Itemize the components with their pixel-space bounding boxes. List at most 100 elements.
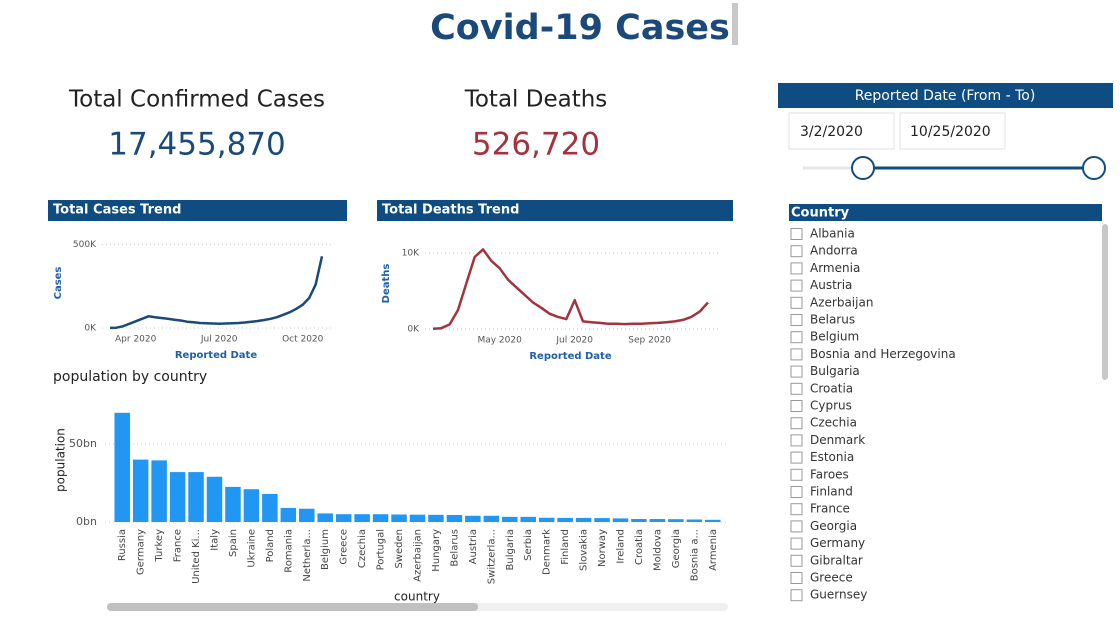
country-item[interactable]: Andorra: [810, 244, 858, 258]
country-item[interactable]: Germany: [810, 536, 865, 550]
bar: [668, 519, 684, 522]
country-item[interactable]: Finland: [810, 485, 853, 499]
bar: [169, 472, 186, 522]
bar: [354, 514, 370, 522]
bar: [206, 476, 223, 522]
slider-handle[interactable]: [1082, 156, 1106, 180]
date-to[interactable]: 10/25/2020: [910, 124, 991, 140]
bar: [280, 507, 297, 522]
checkbox[interactable]: [790, 382, 803, 395]
y-tick-label: 0K: [84, 324, 97, 334]
country-item[interactable]: Armenia: [810, 261, 860, 275]
checkbox[interactable]: [790, 434, 803, 447]
bar: [335, 514, 352, 522]
x-tick-label: Jul 2020: [555, 336, 593, 346]
checkbox[interactable]: [790, 554, 803, 567]
slicer-header: [778, 83, 1113, 108]
x-tick-label: Oct 2020: [282, 335, 324, 345]
scrollbar[interactable]: [1102, 224, 1108, 380]
bar: [243, 489, 260, 522]
x-tick-label: Denmark: [542, 529, 553, 575]
x-tick-label: Belgium: [320, 529, 331, 570]
country-item[interactable]: Cyprus: [810, 399, 852, 413]
date-input[interactable]: [788, 112, 895, 150]
chart-header: [48, 200, 347, 221]
y-tick-label: 0K: [407, 325, 420, 335]
checkbox[interactable]: [790, 262, 803, 275]
chart-title: Total Cases Trend: [53, 203, 181, 218]
bar: [612, 518, 629, 522]
bar: [372, 514, 389, 522]
checkbox[interactable]: [790, 572, 803, 584]
country-item[interactable]: Estonia: [810, 450, 854, 464]
bar: [132, 459, 149, 522]
checkbox[interactable]: [790, 417, 803, 430]
x-tick-label: Ukraine: [246, 529, 257, 568]
x-tick-label: Turkey: [154, 529, 165, 563]
x-tick-label: Spain: [228, 529, 239, 557]
chart-header: [377, 200, 733, 221]
date-from[interactable]: 3/2/2020: [800, 124, 863, 140]
country-item[interactable]: Denmark: [810, 433, 865, 447]
country-item[interactable]: Azerbaijan: [810, 295, 873, 309]
bar: [686, 519, 703, 522]
country-item[interactable]: Georgia: [810, 519, 857, 533]
checkbox[interactable]: [790, 589, 803, 602]
kpi-value: 526,720: [472, 127, 600, 163]
y-axis-label: population: [54, 428, 68, 492]
x-axis-label: country: [394, 590, 440, 604]
country-item[interactable]: Gibraltar: [810, 553, 863, 567]
x-tick-label: Ireland: [616, 529, 627, 564]
x-tick-label: Czechia: [357, 529, 368, 568]
country-item[interactable]: Austria: [810, 278, 852, 292]
country-item[interactable]: Albania: [810, 227, 855, 241]
title-accent: [732, 3, 738, 45]
x-tick-label: Portugal: [376, 529, 387, 570]
country-item[interactable]: Belgium: [810, 330, 859, 344]
y-tick-label: 10K: [402, 249, 420, 259]
checkbox[interactable]: [790, 468, 803, 481]
country-item[interactable]: Bulgaria: [810, 364, 860, 378]
y-tick-label: 50bn: [69, 437, 97, 450]
chart-title: Total Deaths Trend: [382, 203, 519, 218]
checkbox[interactable]: [790, 400, 803, 412]
kpi-value: 17,455,870: [108, 127, 286, 163]
country-item[interactable]: Croatia: [810, 381, 853, 395]
bar: [151, 460, 167, 522]
x-tick-label: Jul 2020: [200, 335, 238, 345]
country-item[interactable]: Bosnia and Herzegovina: [810, 347, 956, 361]
country-item[interactable]: France: [810, 502, 850, 516]
slider-handle[interactable]: [851, 156, 875, 180]
checkbox[interactable]: [790, 279, 803, 292]
checkbox[interactable]: [790, 228, 803, 240]
checkbox[interactable]: [790, 537, 803, 550]
x-tick-label: Finland: [560, 529, 571, 565]
bar: [409, 514, 426, 522]
country-item[interactable]: Faroes: [810, 467, 849, 481]
x-tick-label: Croatia: [634, 529, 645, 565]
checkbox[interactable]: [790, 314, 803, 326]
checkbox[interactable]: [790, 245, 803, 258]
x-tick-label: Germany: [136, 529, 147, 575]
slicer-title: Country: [791, 206, 850, 221]
checkbox[interactable]: [790, 296, 803, 309]
checkbox[interactable]: [790, 520, 803, 533]
checkbox[interactable]: [790, 503, 803, 516]
kpi-label: Total Confirmed Cases: [68, 87, 325, 113]
country-item[interactable]: Greece: [810, 571, 853, 585]
country-item[interactable]: Czechia: [810, 416, 857, 430]
trend-line: [109, 256, 324, 330]
x-tick-label: Sweden: [394, 529, 405, 569]
bar: [299, 508, 315, 522]
date-input[interactable]: [899, 112, 1006, 150]
bar: [225, 486, 241, 522]
country-item[interactable]: Guernsey: [810, 588, 867, 602]
checkbox[interactable]: [790, 451, 803, 464]
checkbox[interactable]: [790, 365, 803, 378]
checkbox[interactable]: [790, 348, 803, 361]
bar: [262, 493, 278, 522]
checkbox[interactable]: [790, 331, 803, 344]
country-item[interactable]: Belarus: [810, 313, 855, 327]
scroll-thumb[interactable]: [107, 603, 478, 611]
checkbox[interactable]: [790, 486, 803, 498]
